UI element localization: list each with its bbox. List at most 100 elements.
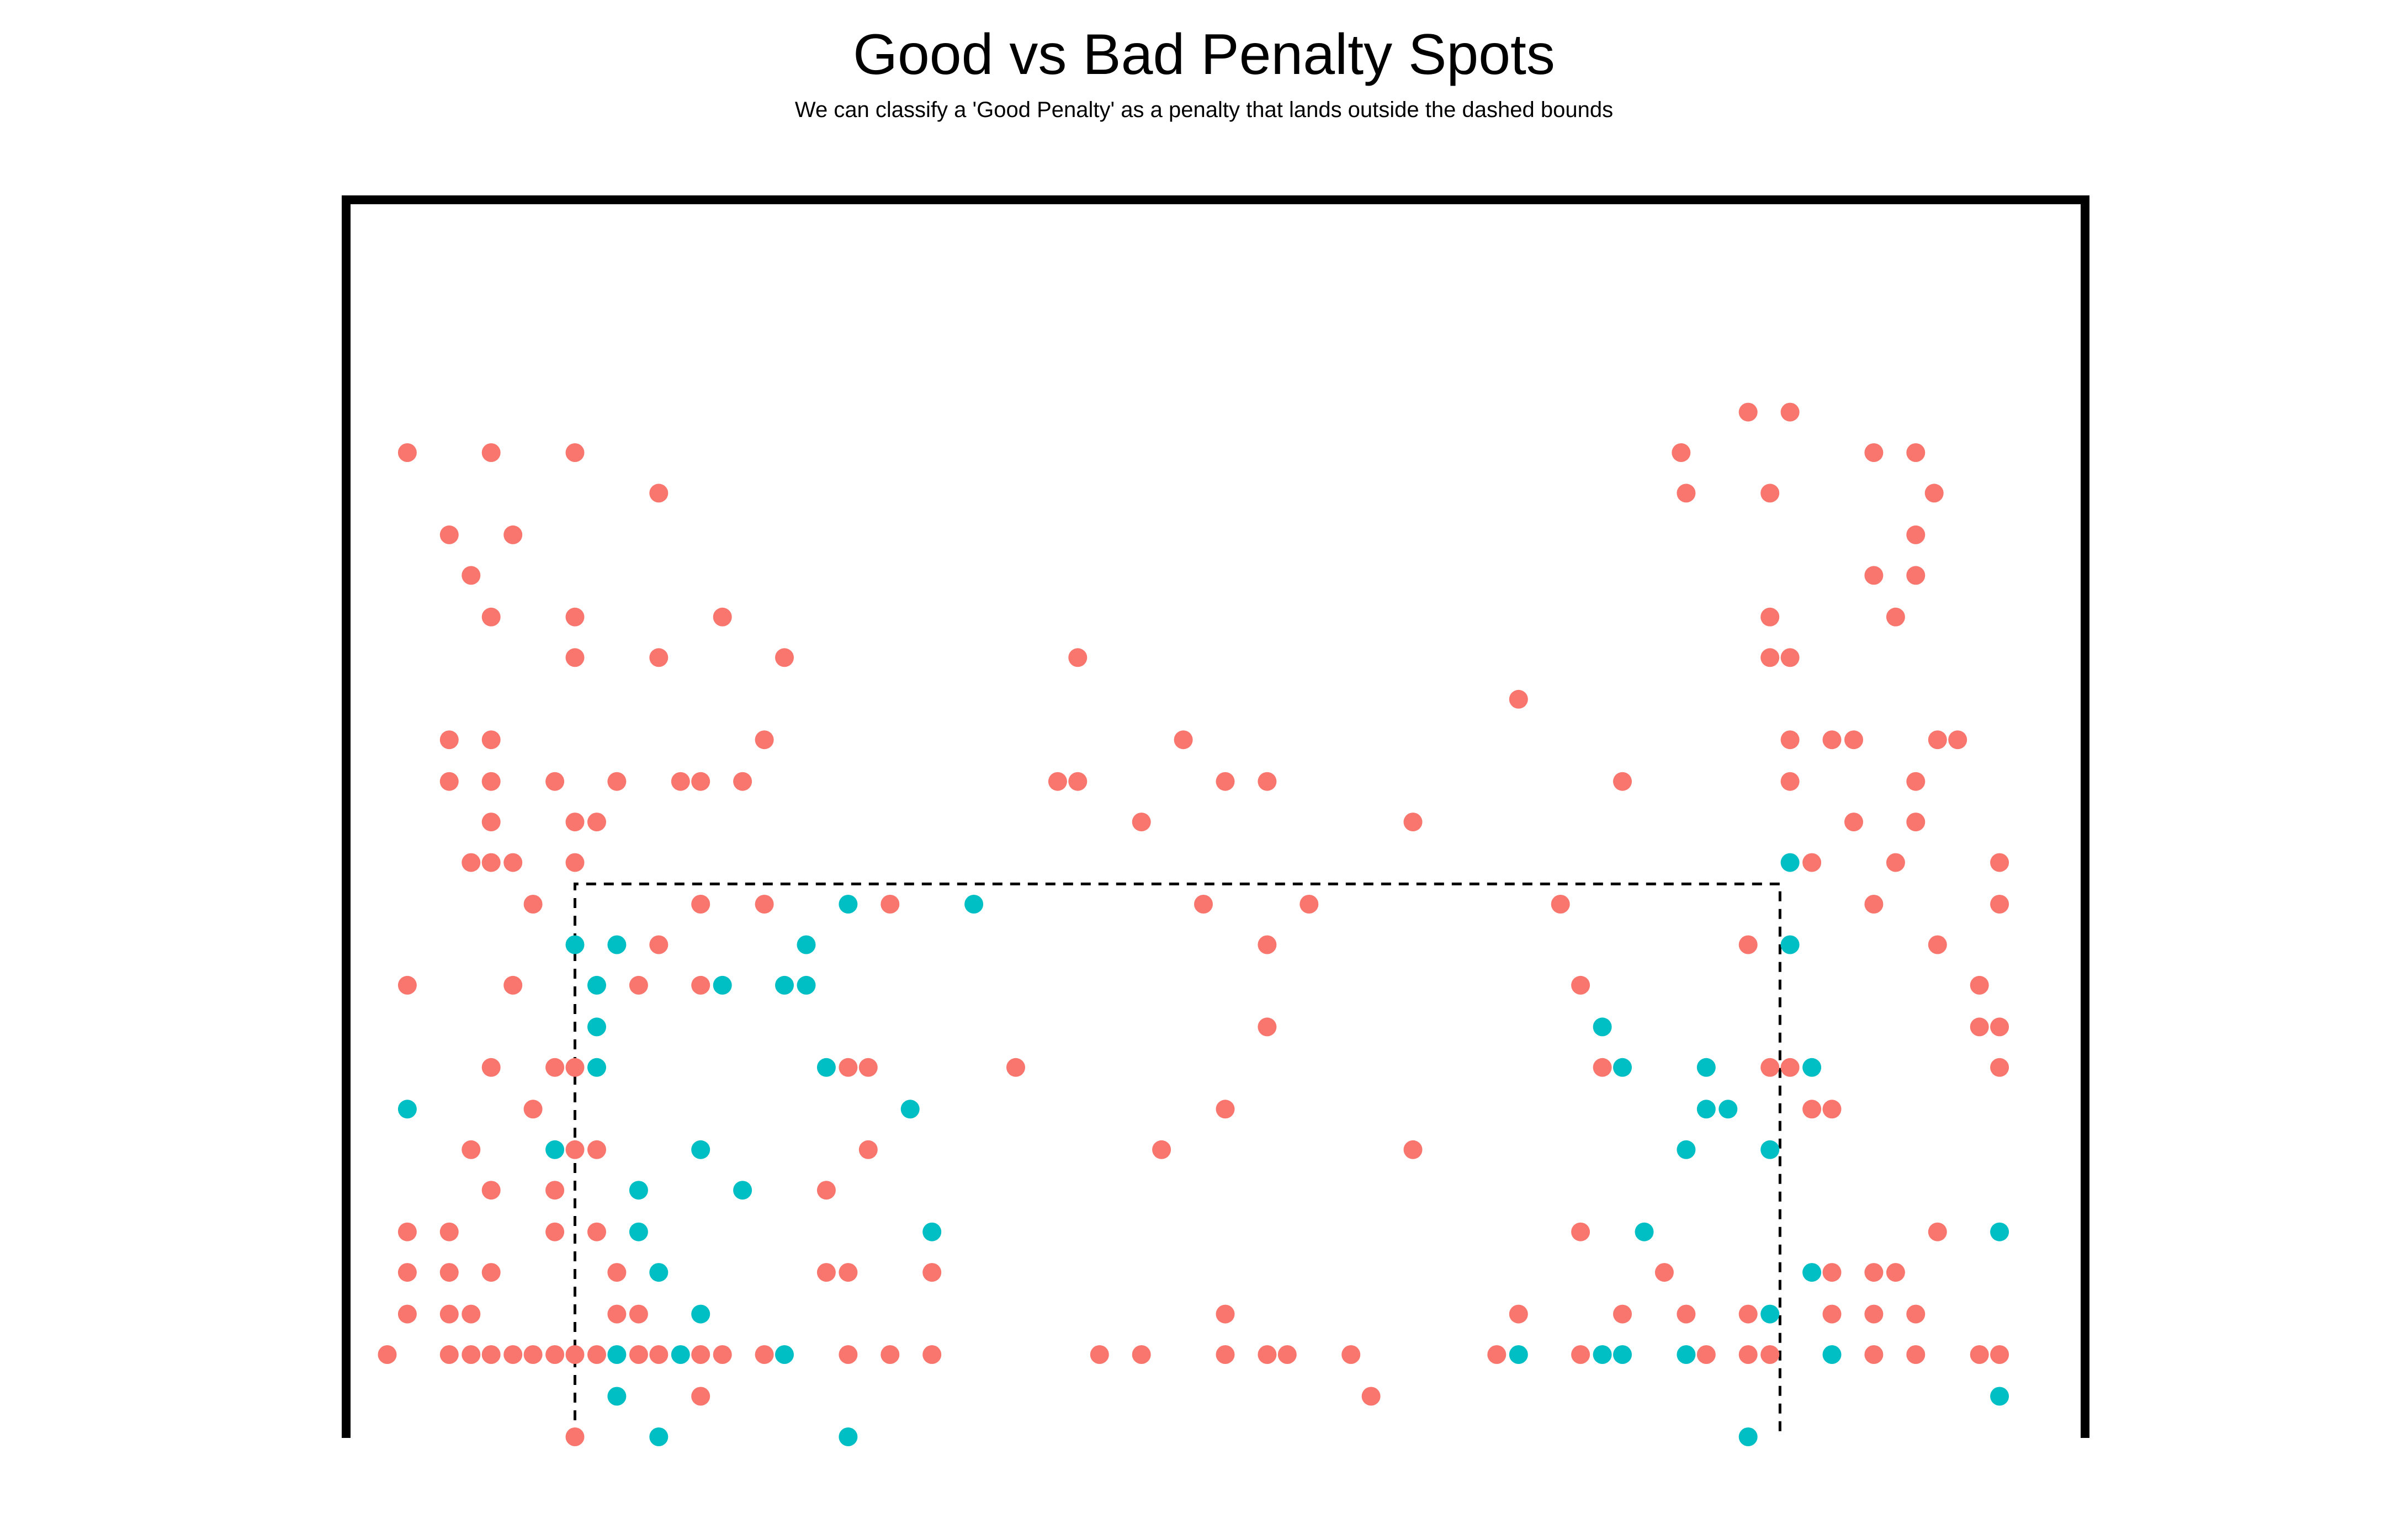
good-penalty-point [1802, 853, 1822, 872]
bad-penalty-point [1613, 1345, 1632, 1364]
good-penalty-point [462, 1140, 481, 1159]
bad-penalty-point [1802, 1058, 1822, 1077]
good-penalty-point [671, 772, 690, 791]
bad-penalty-point [629, 1222, 648, 1241]
good-penalty-point [755, 1345, 774, 1364]
good-penalty-point [649, 648, 669, 667]
good-penalty-point [1760, 607, 1780, 627]
bad-penalty-point [607, 935, 627, 954]
bad-penalty-point [1593, 1017, 1612, 1037]
good-penalty-point [481, 772, 501, 791]
good-penalty-point [1990, 853, 2009, 872]
good-penalty-point [378, 1345, 397, 1364]
bad-penalty-point [1593, 1345, 1612, 1364]
goal-frame [342, 195, 2089, 1438]
good-penalty-point [858, 1058, 878, 1077]
good-penalty-point [1509, 1304, 1528, 1324]
good-penalty-point [1928, 730, 1947, 750]
good-penalty-point [462, 853, 481, 872]
bad-penalty-point [839, 895, 858, 914]
bad-penalty-point [713, 975, 732, 995]
good-penalty-point [1258, 1017, 1277, 1037]
good-penalty-point [587, 813, 606, 832]
good-penalty-point [1068, 648, 1088, 667]
good-penalty-point [1906, 1345, 1926, 1364]
good-penalty-point [713, 607, 732, 627]
good-penalty-point [839, 1058, 858, 1077]
good-penalty-point [439, 730, 459, 750]
good-penalty-point [1341, 1345, 1361, 1364]
bad-penalty-point [1802, 1263, 1822, 1282]
good-penalty-point [462, 566, 481, 585]
bad-penalty-point [545, 1140, 565, 1159]
good-penalty-point [1654, 1263, 1674, 1282]
good-penalty-point [503, 525, 523, 544]
good-penalty-point [1970, 1345, 1989, 1364]
good-penalty-point [565, 607, 585, 627]
good-penalty-point [1864, 895, 1884, 914]
bad-penalty-point [1780, 935, 1800, 954]
good-penalty-point [439, 1263, 459, 1282]
good-penalty-point [1886, 853, 1905, 872]
bad-penalty-point [397, 1100, 417, 1119]
good-penalty-point [523, 1345, 543, 1364]
bad-penalty-point [671, 1345, 690, 1364]
good-penalty-point [565, 813, 585, 832]
good-penalty-point [397, 443, 417, 462]
good-penalty-point [1006, 1058, 1025, 1077]
good-penalty-point [565, 1427, 585, 1446]
good-penalty-point [545, 1222, 565, 1241]
good-penalty-point [397, 1263, 417, 1282]
good-penalty-point [1822, 1100, 1842, 1119]
good-penalty-point [607, 772, 627, 791]
bad-penalty-point [816, 1058, 836, 1077]
bad-penalty-point [922, 1222, 942, 1241]
good-penalty-point [1571, 975, 1590, 995]
good-penalty-point [481, 443, 501, 462]
good-penalty-point [1551, 895, 1570, 914]
good-penalty-point [1780, 648, 1800, 667]
bad-penalty-point [733, 1181, 752, 1200]
good-penalty-point [1174, 730, 1193, 750]
good-penalty-point [733, 772, 752, 791]
good-penalty-point [545, 1058, 565, 1077]
bad-penalty-point [1635, 1222, 1654, 1241]
good-penalty-point [607, 1304, 627, 1324]
good-penalty-point [1990, 1017, 2009, 1037]
good-penalty-point [1593, 1058, 1612, 1077]
good-penalty-point [1696, 1345, 1716, 1364]
bad-penalty-point [1760, 1140, 1780, 1159]
good-penalty-point [1906, 443, 1926, 462]
good-penalty-point [1970, 1017, 1989, 1037]
bad-penalty-point [649, 1427, 669, 1446]
good-penalty-point [587, 1222, 606, 1241]
bad-penalty-point [1677, 1140, 1696, 1159]
bad-penalty-point [1613, 1058, 1632, 1077]
bad-penalty-point [691, 1140, 710, 1159]
bad-penalty-point [1760, 1304, 1780, 1324]
bad-penalty-point [797, 975, 816, 995]
good-penalty-point [1277, 1345, 1297, 1364]
good-penalty-point [1216, 772, 1235, 791]
chart-title: Good vs Bad Penalty Spots [853, 23, 1555, 87]
good-penalty-point [691, 895, 710, 914]
good-penalty-point [775, 648, 794, 667]
bad-penalty-point [1990, 1387, 2009, 1406]
good-penalty-point [462, 1345, 481, 1364]
good-penalty-point [691, 772, 710, 791]
good-penalty-point [439, 1304, 459, 1324]
good-penalty-point [439, 1345, 459, 1364]
good-penalty-point [1760, 484, 1780, 503]
bad-penalty-point [587, 1017, 606, 1037]
good-penalty-point [1780, 772, 1800, 791]
good-penalty-point [439, 772, 459, 791]
bounds-line [574, 882, 1781, 1438]
good-penalty-point [1822, 1304, 1842, 1324]
good-penalty-point [1924, 484, 1944, 503]
good-penalty-point [439, 1222, 459, 1241]
bad-penalty-point [691, 1304, 710, 1324]
good-penalty-point [649, 1345, 669, 1364]
good-penalty-point [481, 1058, 501, 1077]
bad-penalty-point [775, 1345, 794, 1364]
good-penalty-point [481, 607, 501, 627]
